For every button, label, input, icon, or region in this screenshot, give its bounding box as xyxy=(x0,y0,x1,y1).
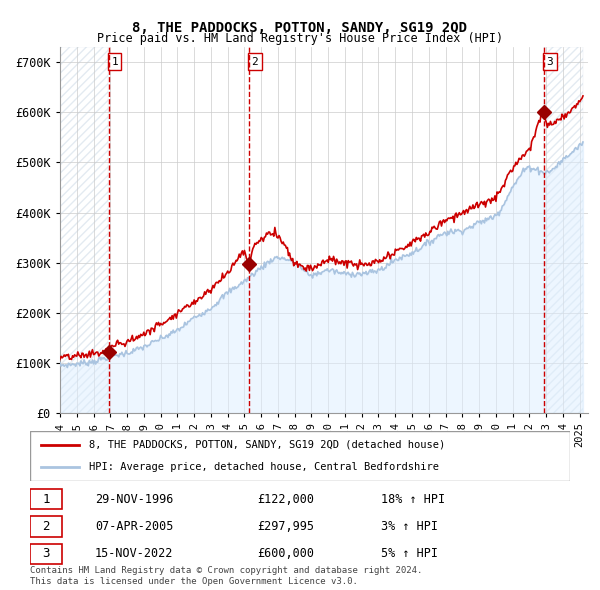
FancyBboxPatch shape xyxy=(30,489,62,510)
Text: 29-NOV-1996: 29-NOV-1996 xyxy=(95,493,173,506)
Text: £600,000: £600,000 xyxy=(257,548,314,560)
Text: HPI: Average price, detached house, Central Bedfordshire: HPI: Average price, detached house, Cent… xyxy=(89,462,439,472)
Text: This data is licensed under the Open Government Licence v3.0.: This data is licensed under the Open Gov… xyxy=(30,577,358,586)
FancyBboxPatch shape xyxy=(30,431,570,481)
Text: £297,995: £297,995 xyxy=(257,520,314,533)
Text: 3: 3 xyxy=(43,548,50,560)
Text: 07-APR-2005: 07-APR-2005 xyxy=(95,520,173,533)
Text: 15-NOV-2022: 15-NOV-2022 xyxy=(95,548,173,560)
Text: Price paid vs. HM Land Registry's House Price Index (HPI): Price paid vs. HM Land Registry's House … xyxy=(97,32,503,45)
Text: 1: 1 xyxy=(43,493,50,506)
Text: 3: 3 xyxy=(547,57,553,67)
Text: 8, THE PADDOCKS, POTTON, SANDY, SG19 2QD: 8, THE PADDOCKS, POTTON, SANDY, SG19 2QD xyxy=(133,21,467,35)
FancyBboxPatch shape xyxy=(30,544,62,564)
Text: 3% ↑ HPI: 3% ↑ HPI xyxy=(381,520,438,533)
Text: 1: 1 xyxy=(111,57,118,67)
Text: £122,000: £122,000 xyxy=(257,493,314,506)
FancyBboxPatch shape xyxy=(30,516,62,537)
Text: 2: 2 xyxy=(251,57,258,67)
Text: Contains HM Land Registry data © Crown copyright and database right 2024.: Contains HM Land Registry data © Crown c… xyxy=(30,566,422,575)
Text: 8, THE PADDOCKS, POTTON, SANDY, SG19 2QD (detached house): 8, THE PADDOCKS, POTTON, SANDY, SG19 2QD… xyxy=(89,440,446,450)
Text: 2: 2 xyxy=(43,520,50,533)
Text: 18% ↑ HPI: 18% ↑ HPI xyxy=(381,493,445,506)
Text: 5% ↑ HPI: 5% ↑ HPI xyxy=(381,548,438,560)
